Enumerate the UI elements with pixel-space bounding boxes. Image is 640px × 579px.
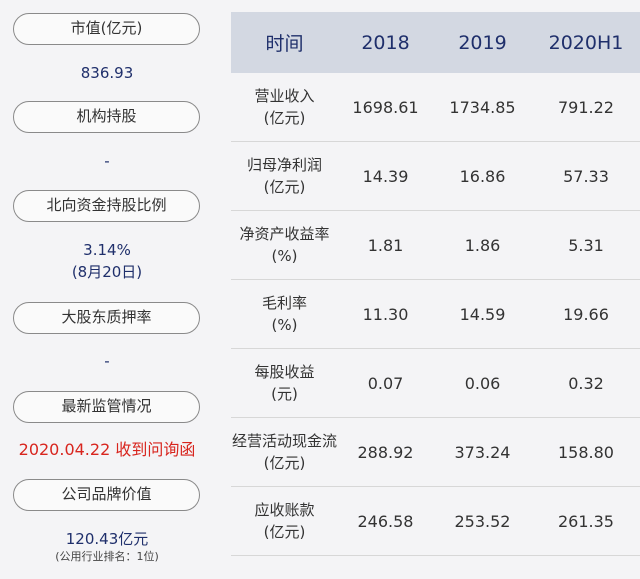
market-cap-label: 市值(亿元)	[13, 13, 200, 45]
cell-2019: 0.06	[464, 373, 501, 393]
cell-2018: 14.39	[362, 166, 409, 186]
cell-2020h1: 791.22	[558, 97, 614, 117]
row-label: 每股收益 (元)	[254, 363, 315, 403]
northbound-holding-date: (8月20日)	[71, 263, 143, 281]
brand-value-label: 公司品牌价值	[13, 479, 200, 511]
table-row: 应收账款 (亿元) 246.58 253.52 261.35	[231, 487, 640, 556]
table-header-row: 时间 2018 2019 2020H1	[231, 12, 640, 73]
cell-2020h1: 5.31	[568, 235, 604, 255]
cell-2019: 14.59	[459, 304, 506, 324]
cell-2019: 253.52	[454, 511, 511, 531]
table-row: 营业收入 (亿元) 1698.61 1734.85 791.22	[231, 73, 640, 142]
header-2020h1: 2020H1	[548, 31, 624, 54]
cell-2020h1: 57.33	[563, 166, 609, 186]
table-row: 每股收益 (元) 0.07 0.06 0.32	[231, 349, 640, 418]
table-row: 经营活动现金流 (亿元) 288.92 373.24 158.80	[231, 418, 640, 487]
northbound-holding-label: 北向资金持股比例	[13, 190, 200, 222]
row-label: 经营活动现金流 (亿元)	[231, 432, 337, 472]
cell-2019: 373.24	[454, 442, 511, 462]
regulation-label: 最新监管情况	[13, 391, 200, 423]
row-label: 净资产收益率 (%)	[239, 225, 330, 265]
cell-2020h1: 19.66	[563, 304, 609, 324]
cell-2019: 1.86	[464, 235, 501, 255]
row-label: 营业收入 (亿元)	[254, 87, 315, 127]
left-panel: 市值(亿元) 836.93 机构持股 - 北向资金持股比例 3.14% (8月2…	[0, 0, 214, 579]
cell-2018: 1.81	[367, 235, 404, 255]
pledge-rate-label: 大股东质押率	[13, 302, 200, 334]
cell-2018: 1698.61	[352, 97, 419, 117]
market-cap-value: 836.93	[80, 64, 134, 82]
row-label: 毛利率 (%)	[261, 294, 307, 334]
cell-2019: 16.86	[459, 166, 506, 186]
regulation-value: 2020.04.22 收到问询函	[18, 440, 196, 459]
institution-holding-value: -	[104, 152, 110, 170]
institution-holding-label: 机构持股	[13, 101, 200, 133]
northbound-holding-value: 3.14%	[83, 241, 131, 259]
financial-table: 时间 2018 2019 2020H1 营业收入 (亿元) 1698.61 173…	[231, 12, 640, 556]
header-2019: 2019	[458, 31, 507, 54]
row-label: 归母净利润 (亿元)	[246, 156, 322, 196]
table-row: 归母净利润 (亿元) 14.39 16.86 57.33	[231, 142, 640, 211]
cell-2020h1: 0.32	[568, 373, 604, 393]
cell-2020h1: 261.35	[558, 511, 614, 531]
header-2018: 2018	[361, 31, 410, 54]
cell-2019: 1734.85	[449, 97, 516, 117]
table-row: 毛利率 (%) 11.30 14.59 19.66	[231, 280, 640, 349]
header-time: 时间	[265, 33, 304, 55]
brand-value: 120.43亿元	[65, 530, 149, 548]
brand-rank: (公用行业排名：1位)	[55, 550, 159, 563]
cell-2018: 246.58	[357, 511, 414, 531]
cell-2020h1: 158.80	[558, 442, 614, 462]
table-row: 净资产收益率 (%) 1.81 1.86 5.31	[231, 211, 640, 280]
cell-2018: 11.30	[362, 304, 409, 324]
cell-2018: 0.07	[367, 373, 404, 393]
cell-2018: 288.92	[357, 442, 414, 462]
row-label: 应收账款 (亿元)	[254, 501, 315, 541]
pledge-rate-value: -	[104, 352, 110, 370]
